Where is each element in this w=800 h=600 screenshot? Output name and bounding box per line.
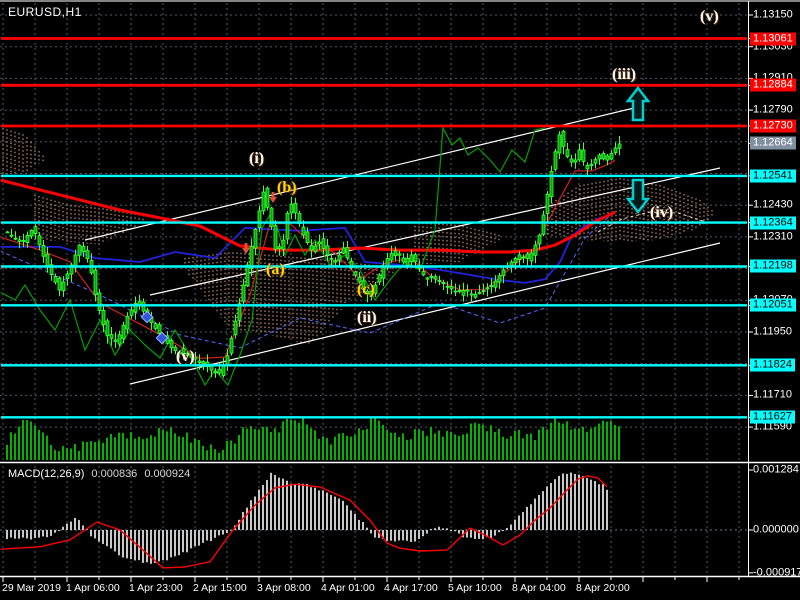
level-lines-layer xyxy=(1,37,747,419)
sell-marker-icon xyxy=(242,243,250,254)
grid-layer xyxy=(0,3,748,576)
ma-layer xyxy=(1,125,616,387)
signal-arrow-up xyxy=(625,85,651,122)
buy-marker-icon xyxy=(155,331,169,345)
pane-borders xyxy=(0,0,800,578)
trendline-layer xyxy=(84,106,721,385)
sell-marker-icon xyxy=(269,192,277,203)
candles-layer xyxy=(5,129,622,378)
macd-layer xyxy=(1,472,608,569)
buy-marker-icon xyxy=(140,310,154,324)
signal-arrow-down xyxy=(625,178,651,215)
volume-histogram xyxy=(6,416,620,460)
annotation-layer xyxy=(140,85,707,345)
